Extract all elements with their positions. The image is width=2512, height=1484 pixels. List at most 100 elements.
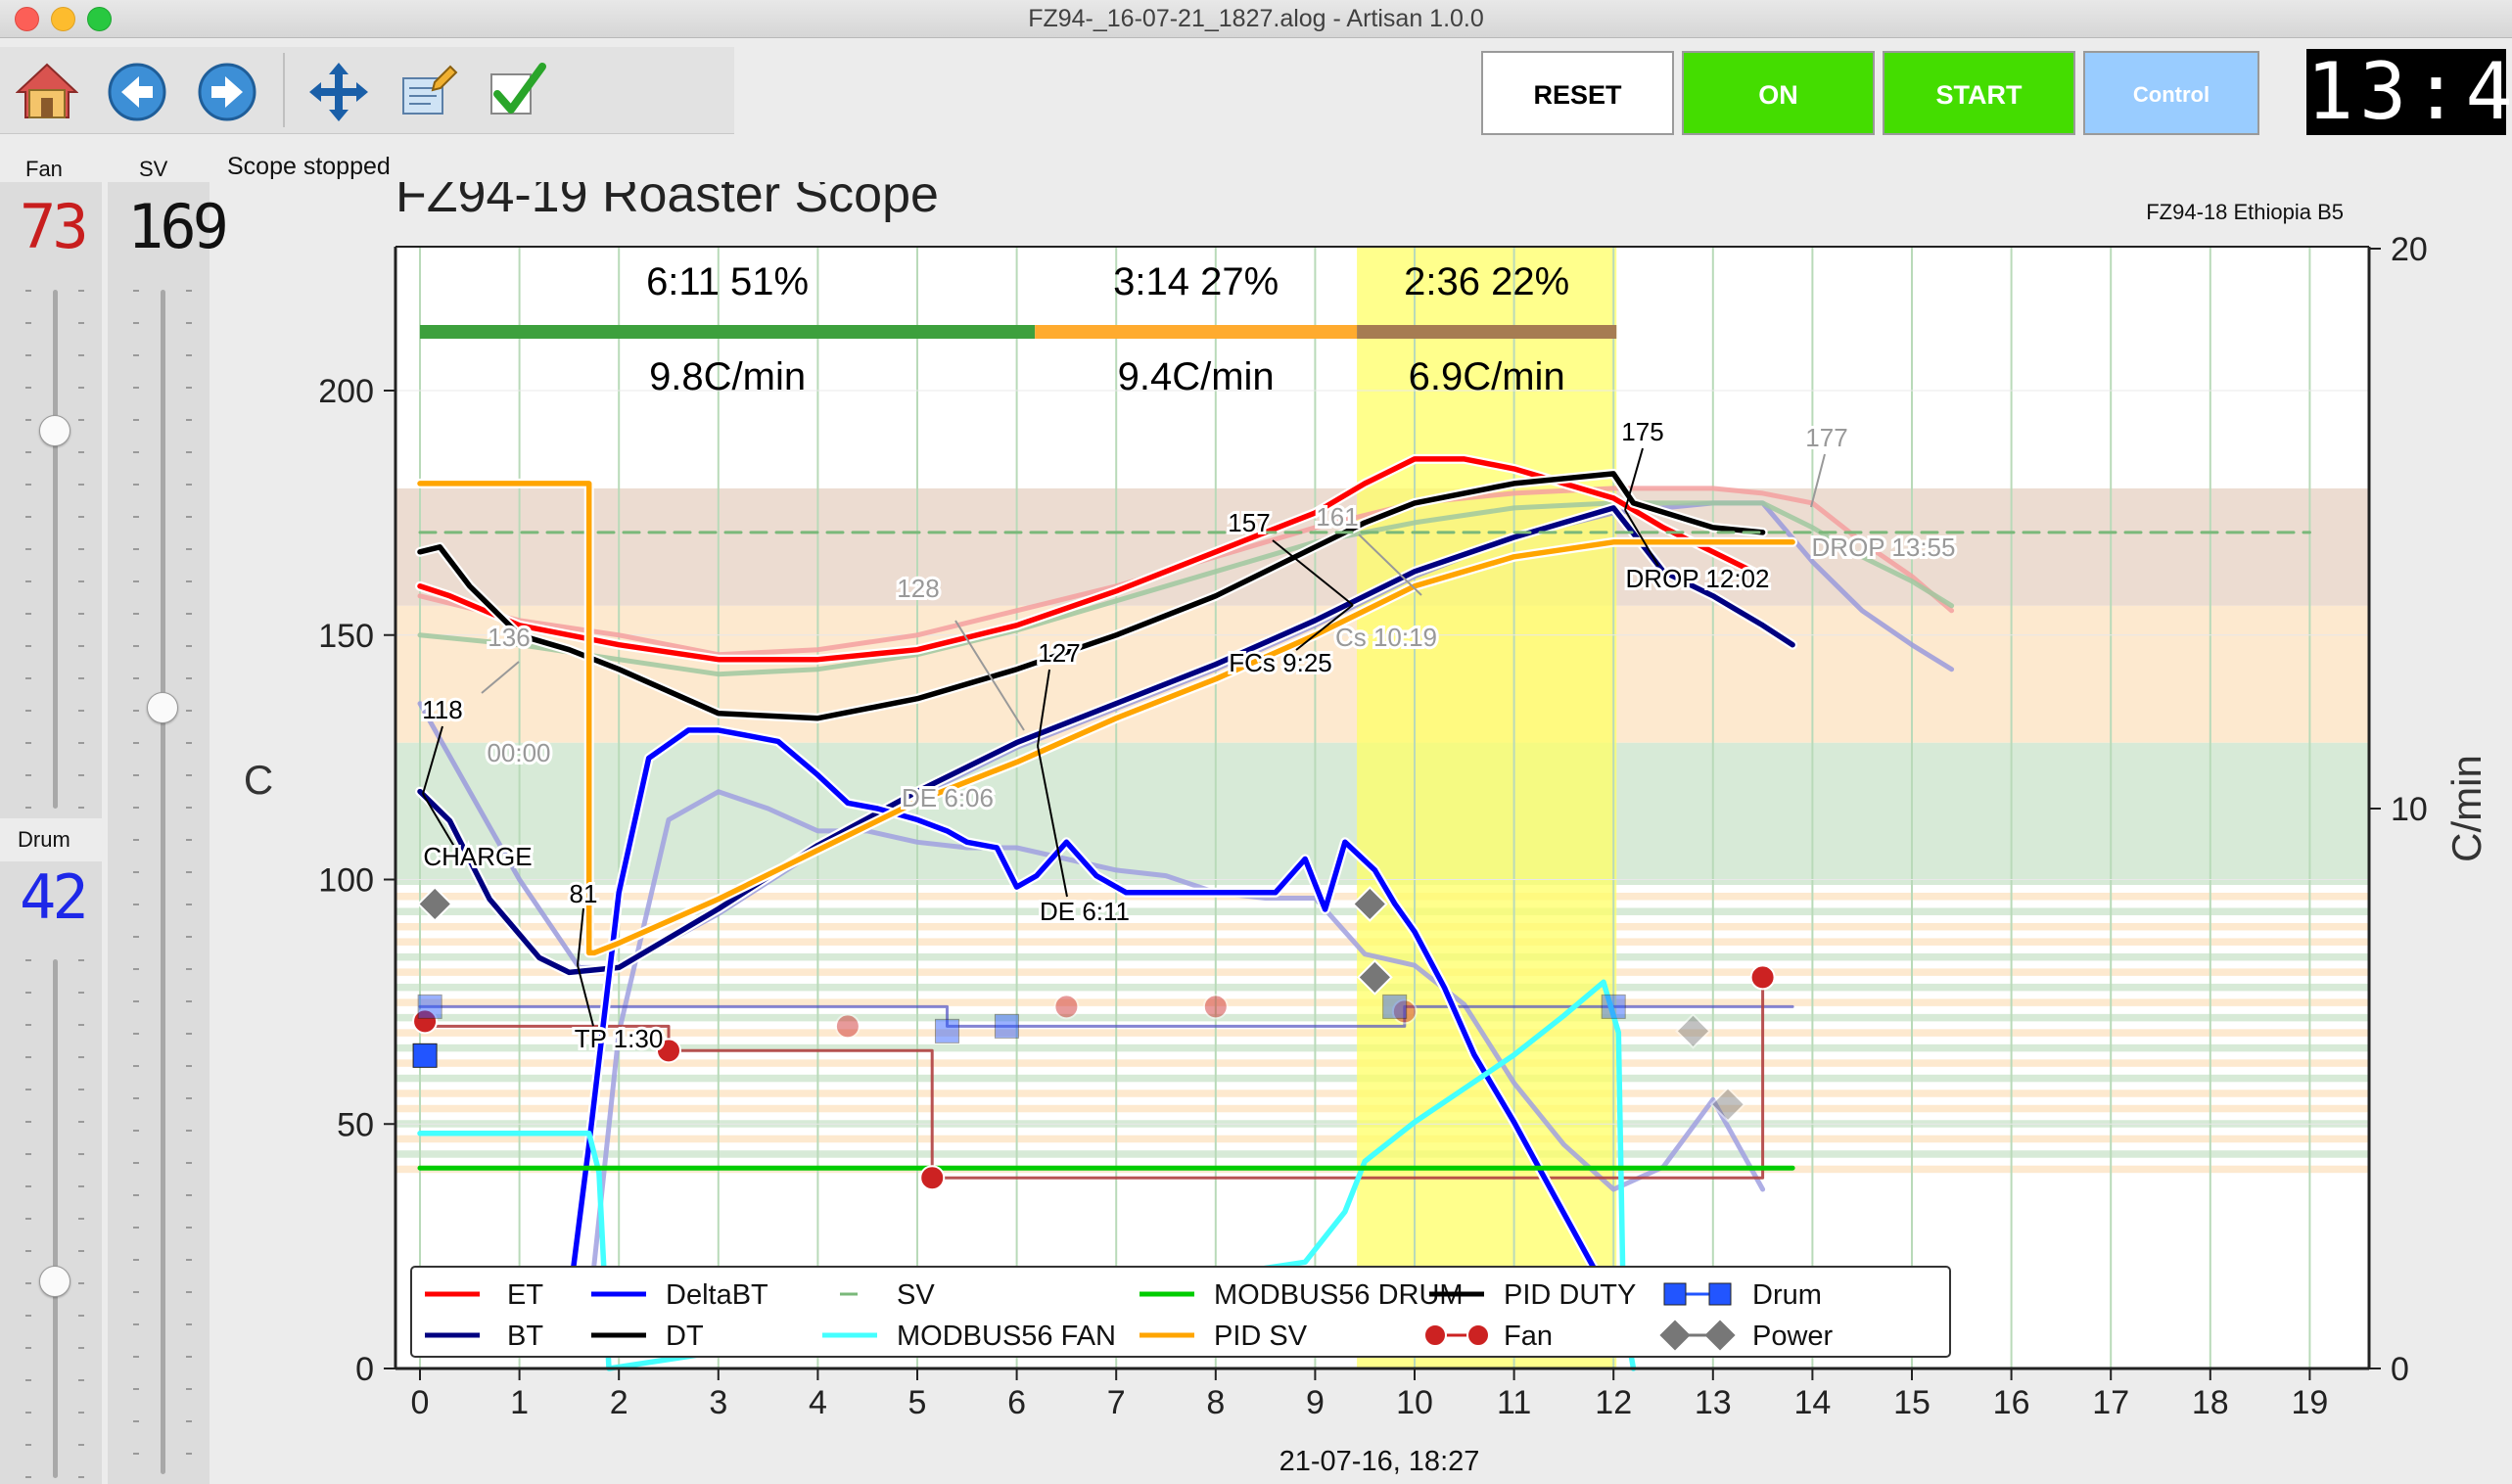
drum-slider-tick: [78, 1315, 84, 1317]
sv-slider-tick: [186, 322, 192, 324]
sv-slider-tick: [133, 807, 139, 809]
drum-slider-tick: [78, 992, 84, 994]
sv-slider-tick: [186, 968, 192, 970]
drum-slider-tick: [78, 1153, 84, 1155]
checkmark-icon[interactable]: [486, 61, 548, 123]
sv-slider-tick: [133, 548, 139, 550]
event-de-temp: 127: [1038, 638, 1080, 668]
y-tick-label: 100: [318, 862, 374, 900]
drum-slider-track[interactable]: [53, 959, 58, 1478]
sv-slider-tick: [186, 1291, 192, 1293]
drum-event-marker: [1382, 994, 1408, 1019]
toolbar-separator: [283, 53, 285, 127]
legend-label-deltabt: DeltaBT: [666, 1279, 768, 1311]
drum-slider-tick: [78, 1121, 84, 1123]
fan-slider-handle[interactable]: [39, 415, 70, 447]
sv-slider-tick: [133, 871, 139, 873]
fan-slider-tick: [25, 677, 31, 679]
event-cs-bg-temp: 161: [1316, 502, 1358, 532]
fan-slider-tick: [78, 645, 84, 647]
reset-button[interactable]: RESET: [1481, 51, 1674, 135]
drum-slider-tick: [25, 1089, 31, 1090]
forward-arrow-icon[interactable]: [196, 61, 258, 123]
phase-duration-2: 3:14 27%: [1113, 260, 1279, 303]
start-button[interactable]: START: [1883, 51, 2075, 135]
sv-slider-tick: [186, 419, 192, 421]
fan-slider-tick: [78, 516, 84, 518]
event-fcs-temp: 157: [1228, 508, 1270, 537]
drum-slider-handle[interactable]: [39, 1265, 70, 1297]
fan-slider-tick: [78, 548, 84, 550]
event-bg-temp-leader: [481, 661, 520, 694]
home-icon[interactable]: [16, 61, 78, 123]
event-tp-temp: 81: [570, 879, 598, 908]
pan-move-icon[interactable]: [307, 61, 370, 123]
event-fcs-label-leader: [1295, 604, 1354, 651]
on-button[interactable]: ON: [1682, 51, 1875, 135]
sv-slider-tick: [133, 419, 139, 421]
sv-slider-tick: [133, 936, 139, 938]
sv-slider-track[interactable]: [161, 290, 165, 1474]
drum-slider-tick: [25, 1153, 31, 1155]
fan-slider-tick: [25, 451, 31, 453]
sv-slider-tick: [133, 387, 139, 389]
drum-slider-tick: [78, 1476, 84, 1478]
event-cs-bg-temp-leader: [1358, 533, 1422, 596]
sv-slider-tick: [133, 484, 139, 486]
drum-slider-tick: [78, 959, 84, 961]
sv-slider-tick: [186, 742, 192, 744]
legend-label-pid-sv: PID SV: [1214, 1321, 1308, 1352]
fan-event-marker: [1202, 994, 1229, 1020]
y2-axis-label: C/min: [2443, 755, 2489, 862]
legend-swatch-power-diamond: [1659, 1320, 1691, 1351]
x-tick-label: 19: [2291, 1384, 2328, 1421]
fan-event-marker: [1053, 994, 1080, 1020]
sv-slider-tick: [133, 1259, 139, 1261]
x-tick-label: 9: [1306, 1384, 1325, 1421]
sv-slider-tick: [186, 1065, 192, 1067]
close-window-button[interactable]: [15, 7, 39, 31]
fan-slider-tick: [25, 580, 31, 582]
legend-swatch-drum-box: [1663, 1282, 1687, 1306]
legend-label-power: Power: [1752, 1321, 1834, 1352]
drum-slider-tick: [78, 1347, 84, 1349]
sv-slider-tick: [186, 1033, 192, 1035]
sv-slider-tick: [133, 1162, 139, 1164]
drum-slider-tick: [25, 1347, 31, 1349]
legend-swatch-power-diamond: [1704, 1320, 1736, 1351]
x-tick-label: 7: [1107, 1384, 1126, 1421]
legend-swatch-fan-dot: [1423, 1323, 1447, 1347]
edit-notes-icon[interactable]: [395, 61, 458, 123]
event-drop-bg-temp-leader: [1810, 453, 1826, 508]
sv-slider-handle[interactable]: [147, 692, 178, 724]
sv-slider-tick: [186, 710, 192, 712]
x-tick-label: 17: [2092, 1384, 2129, 1421]
drum-event-marker: [1601, 994, 1626, 1019]
fan-slider-tick: [78, 677, 84, 679]
sv-slider-tick: [186, 1420, 192, 1422]
drum-slider-tick: [78, 1250, 84, 1252]
sv-slider-tick: [186, 1323, 192, 1325]
power-event-marker: [1356, 959, 1393, 996]
event-charge-temp-leader: [422, 725, 443, 795]
maximize-window-button[interactable]: [87, 7, 112, 31]
development-highlight: [1357, 247, 1617, 1368]
sv-slider-tick: [133, 516, 139, 518]
drum-slider-tick: [78, 1024, 84, 1026]
fan-slider-tick: [25, 710, 31, 712]
sv-slider-tick: [186, 516, 192, 518]
drum-slider-tick: [78, 1089, 84, 1090]
fan-slider-tick: [25, 807, 31, 809]
y2-tick-label: 10: [2391, 791, 2428, 828]
event-tp-label-leader: [577, 964, 594, 1027]
event-drop-label: DROP 12:02: [1626, 564, 1770, 593]
sv-slider-tick: [186, 580, 192, 582]
back-arrow-icon[interactable]: [106, 61, 168, 123]
minimize-window-button[interactable]: [51, 7, 75, 31]
fan-event-marker: [1391, 998, 1418, 1025]
fan-slider-tick: [25, 484, 31, 486]
control-button[interactable]: Control: [2083, 51, 2259, 135]
fan-slider-track[interactable]: [53, 290, 58, 809]
sv-slider-tick: [133, 968, 139, 970]
